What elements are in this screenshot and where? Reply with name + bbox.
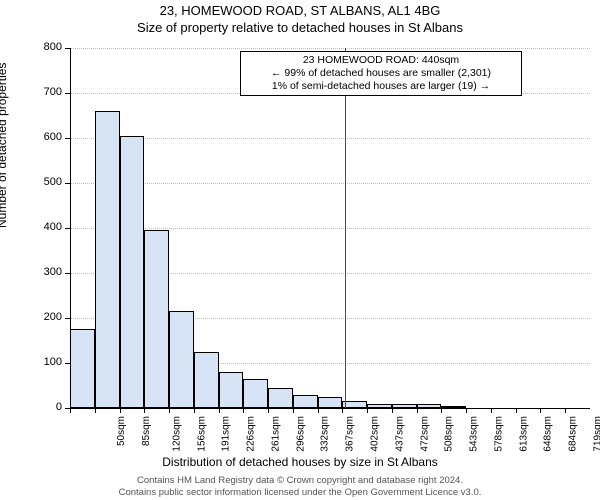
y-tick-mark bbox=[65, 363, 70, 364]
histogram-bar bbox=[194, 352, 219, 408]
y-tick-label: 500 bbox=[12, 177, 62, 188]
x-tick-label: 543sqm bbox=[469, 416, 480, 452]
chart-container: 23, HOMEWOOD ROAD, ST ALBANS, AL1 4BG Si… bbox=[0, 0, 600, 500]
y-tick-mark bbox=[65, 138, 70, 139]
x-tick-mark bbox=[318, 408, 319, 413]
y-tick-label: 400 bbox=[12, 222, 62, 233]
x-tick-mark bbox=[144, 408, 145, 413]
y-tick-mark bbox=[65, 183, 70, 184]
x-axis-line bbox=[70, 408, 590, 409]
histogram-bar bbox=[243, 379, 268, 408]
x-tick-mark bbox=[491, 408, 492, 413]
x-tick-label: 508sqm bbox=[444, 416, 455, 452]
x-tick-mark bbox=[268, 408, 269, 413]
x-tick-label: 648sqm bbox=[543, 416, 554, 452]
y-tick-label: 700 bbox=[12, 87, 62, 98]
histogram-bar bbox=[268, 388, 293, 408]
annotation-line: ← 99% of detached houses are smaller (2,… bbox=[246, 67, 516, 80]
histogram-bar bbox=[144, 230, 169, 408]
y-tick-mark bbox=[65, 93, 70, 94]
x-tick-label: 437sqm bbox=[394, 416, 405, 452]
x-tick-mark bbox=[516, 408, 517, 413]
x-tick-label: 684sqm bbox=[568, 416, 579, 452]
histogram-bar bbox=[120, 136, 145, 408]
y-tick-label: 200 bbox=[12, 312, 62, 323]
x-tick-mark bbox=[417, 408, 418, 413]
x-tick-label: 226sqm bbox=[246, 416, 257, 452]
y-tick-label: 100 bbox=[12, 357, 62, 368]
x-tick-label: 719sqm bbox=[592, 416, 600, 452]
annotation-line: 1% of semi-detached houses are larger (1… bbox=[246, 80, 516, 93]
x-tick-label: 472sqm bbox=[419, 416, 430, 452]
histogram-bar bbox=[95, 111, 120, 408]
x-tick-mark bbox=[243, 408, 244, 413]
histogram-bar bbox=[293, 395, 318, 409]
x-tick-mark bbox=[95, 408, 96, 413]
chart-title-line1: 23, HOMEWOOD ROAD, ST ALBANS, AL1 4BG bbox=[0, 3, 600, 18]
footer-line1: Contains HM Land Registry data © Crown c… bbox=[137, 475, 463, 486]
footer-attribution: Contains HM Land Registry data © Crown c… bbox=[0, 475, 600, 498]
x-axis-label: Distribution of detached houses by size … bbox=[0, 455, 600, 469]
y-gridline bbox=[70, 138, 590, 139]
y-tick-label: 300 bbox=[12, 267, 62, 278]
x-tick-label: 578sqm bbox=[493, 416, 504, 452]
x-tick-label: 367sqm bbox=[345, 416, 356, 452]
x-tick-label: 261sqm bbox=[271, 416, 282, 452]
x-tick-label: 402sqm bbox=[370, 416, 381, 452]
histogram-bar bbox=[219, 372, 244, 408]
x-tick-mark bbox=[441, 408, 442, 413]
histogram-bar bbox=[169, 311, 194, 408]
histogram-bar bbox=[70, 329, 95, 408]
y-tick-label: 800 bbox=[12, 42, 62, 53]
y-tick-mark bbox=[65, 48, 70, 49]
y-gridline bbox=[70, 183, 590, 184]
x-tick-label: 50sqm bbox=[116, 416, 127, 446]
x-tick-mark bbox=[540, 408, 541, 413]
x-tick-label: 156sqm bbox=[196, 416, 207, 452]
y-tick-mark bbox=[65, 318, 70, 319]
annotation-box: 23 HOMEWOOD ROAD: 440sqm← 99% of detache… bbox=[240, 51, 522, 96]
y-tick-label: 0 bbox=[12, 402, 62, 413]
y-axis-line bbox=[70, 48, 71, 408]
x-tick-mark bbox=[120, 408, 121, 413]
x-tick-mark bbox=[466, 408, 467, 413]
x-tick-mark bbox=[342, 408, 343, 413]
x-tick-mark bbox=[194, 408, 195, 413]
y-tick-mark bbox=[65, 273, 70, 274]
x-tick-label: 191sqm bbox=[221, 416, 232, 452]
histogram-bar bbox=[342, 401, 367, 408]
x-tick-mark bbox=[219, 408, 220, 413]
y-gridline bbox=[70, 48, 590, 49]
x-tick-mark bbox=[392, 408, 393, 413]
y-tick-label: 600 bbox=[12, 132, 62, 143]
x-tick-mark bbox=[367, 408, 368, 413]
x-tick-mark bbox=[293, 408, 294, 413]
property-marker-line bbox=[345, 48, 346, 408]
x-tick-label: 332sqm bbox=[320, 416, 331, 452]
x-tick-label: 120sqm bbox=[171, 416, 182, 452]
plot-area: 23 HOMEWOOD ROAD: 440sqm← 99% of detache… bbox=[70, 48, 590, 408]
x-tick-mark bbox=[565, 408, 566, 413]
histogram-bar bbox=[318, 397, 343, 408]
x-tick-label: 296sqm bbox=[295, 416, 306, 452]
chart-title-line2: Size of property relative to detached ho… bbox=[0, 20, 600, 35]
y-axis-label: Number of detached properties bbox=[0, 63, 9, 228]
x-tick-mark bbox=[169, 408, 170, 413]
footer-line2: Contains public sector information licen… bbox=[119, 487, 482, 498]
x-tick-label: 85sqm bbox=[141, 416, 152, 446]
annotation-line: 23 HOMEWOOD ROAD: 440sqm bbox=[246, 54, 516, 67]
y-tick-mark bbox=[65, 228, 70, 229]
x-tick-label: 613sqm bbox=[518, 416, 529, 452]
x-tick-mark bbox=[70, 408, 71, 413]
y-gridline bbox=[70, 228, 590, 229]
